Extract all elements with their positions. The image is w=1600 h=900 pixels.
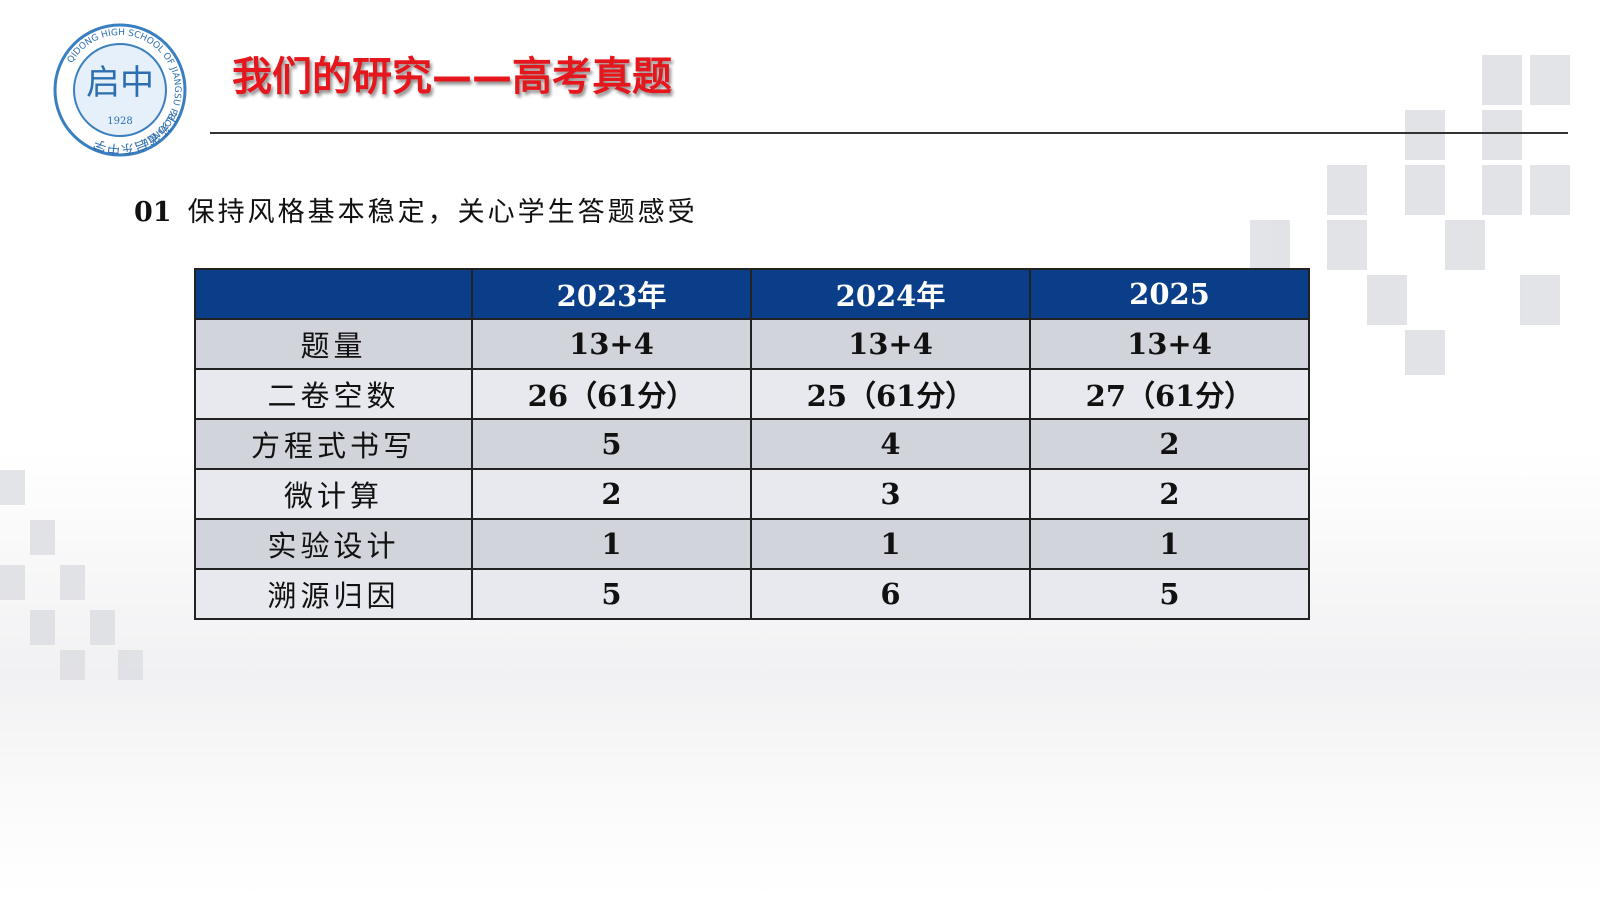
section-heading: 01 保持风格基本稳定，关心学生答题感受 <box>134 190 698 229</box>
table-cell: 6 <box>750 568 1031 620</box>
data-table: 2023年 2024年 2025 题量 13+4 13+4 13+4 二卷空数 26（61分）… <box>194 268 1310 620</box>
table-cell: 5 <box>1029 568 1310 620</box>
table-cell: 1 <box>471 518 752 570</box>
table-row: 微计算 2 3 2 <box>194 468 1310 520</box>
logo-emblem: 启中 <box>86 63 154 103</box>
row-label: 微计算 <box>194 468 473 520</box>
row-label: 溯源归因 <box>194 568 473 620</box>
table-cell: 27（61分） <box>1029 368 1310 420</box>
table-row: 题量 13+4 13+4 13+4 <box>194 318 1310 370</box>
table-cell: 13+4 <box>1029 318 1310 370</box>
section-number: 01 <box>134 197 172 228</box>
table-cell: 1 <box>1029 518 1310 570</box>
table-cell: 13+4 <box>750 318 1031 370</box>
table-cell: 25（61分） <box>750 368 1031 420</box>
table-cell: 3 <box>750 468 1031 520</box>
slide-title: 我们的研究——高考真题 <box>232 54 672 100</box>
table-cell: 5 <box>471 418 752 470</box>
table-cell: 2 <box>471 468 752 520</box>
table-cell: 2 <box>1029 418 1310 470</box>
table-row: 溯源归因 5 6 5 <box>194 568 1310 620</box>
logo-year: 1928 <box>107 116 132 127</box>
table-cell: 4 <box>750 418 1031 470</box>
header-cell: 2023年 <box>471 268 752 320</box>
table-cell: 1 <box>750 518 1031 570</box>
school-logo: QIDONG HIGH SCHOOL OF JIANGSU PROVINCE 江… <box>53 23 187 157</box>
table-header: 2023年 2024年 2025 <box>194 268 1310 320</box>
table-row: 二卷空数 26（61分） 25（61分） 27（61分） <box>194 368 1310 420</box>
header-cell: 2025 <box>1029 268 1310 320</box>
row-label: 方程式书写 <box>194 418 473 470</box>
table-cell: 5 <box>471 568 752 620</box>
table-row: 方程式书写 5 4 2 <box>194 418 1310 470</box>
table-cell: 26（61分） <box>471 368 752 420</box>
row-label: 题量 <box>194 318 473 370</box>
row-label: 实验设计 <box>194 518 473 570</box>
section-text: 保持风格基本稳定，关心学生答题感受 <box>187 197 698 228</box>
table-row: 实验设计 1 1 1 <box>194 518 1310 570</box>
title-rule <box>210 132 1568 134</box>
table-cell: 13+4 <box>471 318 752 370</box>
row-label: 二卷空数 <box>194 368 473 420</box>
table-cell: 2 <box>1029 468 1310 520</box>
header-cell: 2024年 <box>750 268 1031 320</box>
header-cell <box>194 268 473 320</box>
